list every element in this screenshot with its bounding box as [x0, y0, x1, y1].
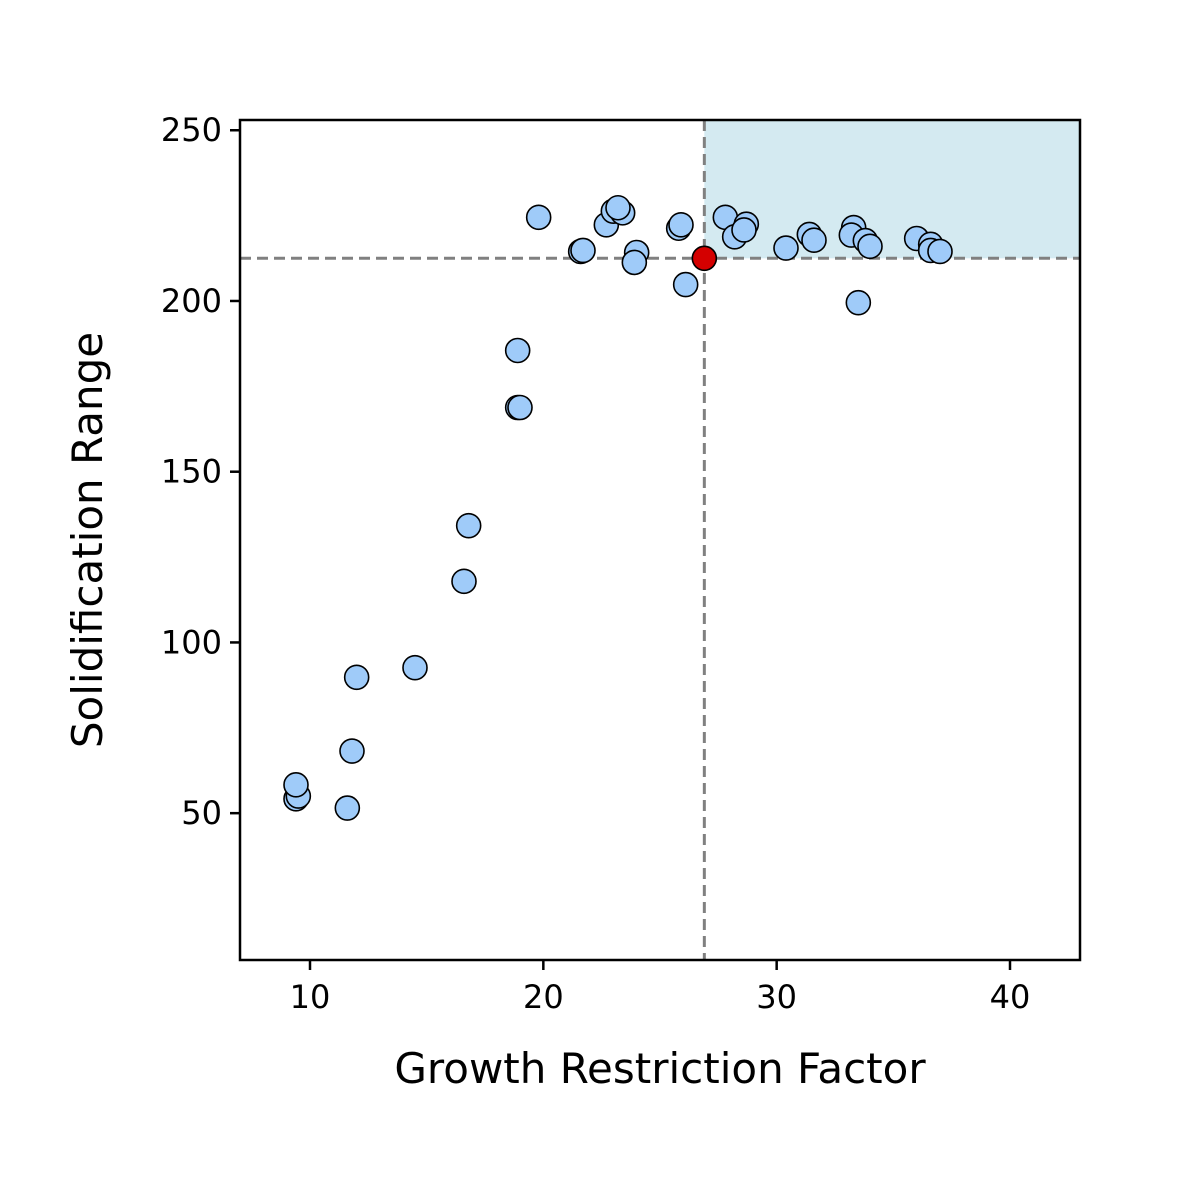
y-tick-label: 50 — [181, 794, 222, 832]
data-point — [857, 233, 883, 260]
data-point — [343, 664, 370, 691]
data-point — [668, 212, 694, 238]
x-axis-title: Growth Restriction Factor — [394, 1044, 926, 1093]
data-point — [605, 194, 631, 221]
data-point — [621, 249, 648, 276]
data-point — [672, 271, 699, 298]
y-tick-label: 100 — [161, 623, 222, 661]
x-tick-label: 10 — [290, 978, 331, 1016]
x-tick-label: 30 — [756, 978, 797, 1016]
data-point — [283, 772, 309, 798]
y-tick-label: 200 — [161, 282, 222, 320]
data-point — [402, 654, 428, 681]
data-point — [451, 568, 477, 595]
x-tick-label: 40 — [990, 978, 1031, 1016]
data-point — [773, 235, 799, 261]
highlight-region — [704, 120, 1080, 259]
x-tick-label: 20 — [523, 978, 564, 1016]
data-point — [801, 227, 827, 253]
data-point — [845, 289, 872, 316]
data-point — [339, 738, 365, 764]
y-tick-label: 150 — [161, 453, 222, 491]
data-points — [283, 194, 953, 821]
y-tick-label: 250 — [161, 111, 222, 149]
data-point — [504, 337, 531, 364]
data-point — [731, 217, 757, 243]
data-point — [507, 394, 533, 421]
data-point — [927, 238, 953, 265]
y-axis-ticks: 50 100 150 200 250 — [161, 111, 240, 832]
y-axis-title: Solidification Range — [63, 332, 112, 748]
reference-point — [691, 245, 718, 272]
plot-frame — [238, 118, 1082, 962]
data-point — [334, 795, 361, 821]
data-point — [455, 512, 482, 539]
data-point — [570, 237, 596, 264]
x-axis-ticks: 10 20 30 40 — [290, 960, 1031, 1016]
data-point — [525, 204, 552, 231]
